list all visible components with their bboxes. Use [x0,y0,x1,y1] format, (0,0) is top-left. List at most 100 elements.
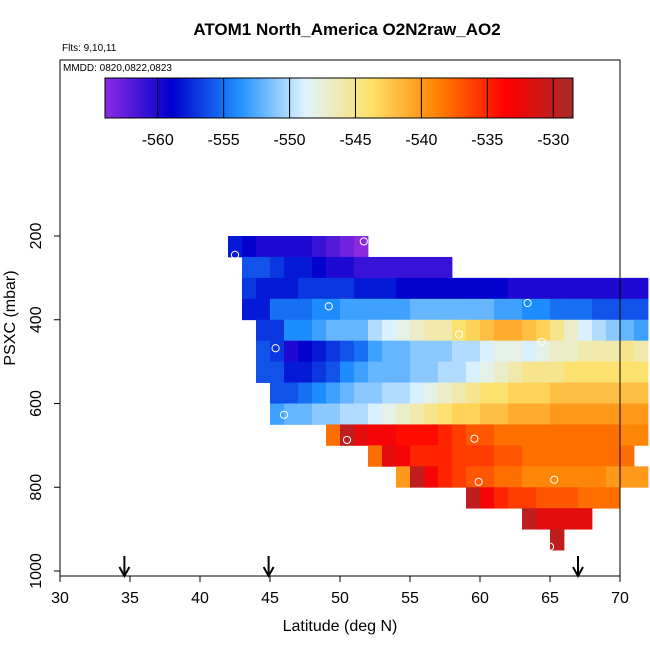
heatmap-cell [270,256,285,279]
heatmap-cell [298,277,313,300]
heatmap-cell [634,340,649,363]
heatmap-cell [550,340,565,363]
down-arrow-icon [262,556,275,579]
heatmap-cell [396,403,411,425]
heatmap-cell [312,403,327,425]
heatmap-cell [606,319,621,342]
heatmap-cell [522,277,537,300]
heatmap-cell [620,361,635,383]
heatmap-cell [550,382,565,404]
heatmap-cell [340,361,355,383]
heatmap-cell [438,466,453,488]
heatmap-cell [564,361,579,383]
x-tick-label: 70 [611,590,629,607]
heatmap-cell [312,298,327,321]
heatmap-cell [242,236,257,258]
heatmap-cell [410,340,425,363]
heatmap-cell [228,236,243,258]
heatmap-cell [564,382,579,404]
heatmap-cell [270,382,285,404]
heatmap-cell [564,298,579,321]
heatmap-cell [382,403,397,425]
heatmap-cell [410,319,425,342]
heatmap-cell [382,445,397,467]
heatmap-cell [536,403,551,425]
heatmap-cell [284,382,299,404]
heatmap-cell [368,319,383,342]
heatmap-cell [424,361,439,383]
heatmap-cell [494,487,509,509]
heatmap-cell [368,445,383,467]
heatmap-cell [340,298,355,321]
heatmap-cell [606,382,621,404]
heatmap-cell [354,424,369,446]
heatmap-cell [368,298,383,321]
heatmap-cell [410,256,425,279]
heatmap-cell [298,256,313,279]
heatmap-cell [522,445,537,467]
y-tick-label: 1000 [28,553,45,589]
sample-marker [537,337,546,347]
heatmap-cell [256,236,271,258]
heatmap-cell [396,382,411,404]
heatmap-cell [466,403,481,425]
x-tick-label: 30 [51,590,69,607]
heatmap-cell [452,277,467,300]
heatmap-cell [606,487,621,509]
heatmap-cell [368,424,383,446]
heatmap-cell [368,277,383,300]
heatmap-cell [480,277,495,300]
heatmap-cell [494,466,509,488]
sample-marker [279,410,289,419]
heatmap-cell [312,340,327,363]
heatmap-cell [550,319,565,342]
heatmap-cell [592,277,607,300]
x-tick-label: 40 [191,590,209,607]
heatmap-cell [424,466,439,488]
heatmap-cell [438,277,453,300]
heatmap-cell [326,424,341,446]
heatmap-cell [284,319,299,342]
heatmap-cell [508,361,523,383]
heatmap-cell [410,424,425,446]
heatmap-cell [480,445,495,467]
y-tick-label: 200 [28,223,45,250]
sample-marker [359,237,368,246]
heatmap-cell [438,298,453,321]
heatmap-cell [438,361,453,383]
heatmap-cell [242,277,257,300]
heatmap-cell [508,298,523,321]
heatmap-cell [326,256,341,279]
heatmap-cell [382,424,397,446]
heatmap-cell [508,466,523,488]
heatmap-cell [564,424,579,446]
heatmap-cell [396,277,411,300]
heatmap-cell [522,340,537,363]
heatmap-cell [592,319,607,342]
colorbar-tick-label: -550 [274,132,306,149]
heatmap-cell [396,361,411,383]
heatmap-cell [550,529,565,551]
heatmap-cell [508,340,523,363]
heatmap-cell [410,403,425,425]
heatmap-cell [298,361,313,383]
heatmap-cell [452,382,467,404]
heatmap-cell [326,236,341,258]
heatmap-cell [410,466,425,488]
heatmap-cell [606,403,621,425]
heatmap-cell [438,403,453,425]
heatmap-cell [466,445,481,467]
heatmap-cell [536,277,551,300]
heatmap-cell [522,487,537,509]
heatmap-cell [396,256,411,279]
heatmap-cell [270,277,285,300]
heatmap-cell [452,298,467,321]
heatmap-cell [522,361,537,383]
heatmap-cell [578,382,593,404]
x-tick-label: 35 [121,590,139,607]
sample-marker [550,475,559,484]
heatmap-cell [620,424,635,446]
heatmap-cell [578,487,593,509]
chart-title: ATOM1 North_America O2N2raw_AO2 [193,20,500,39]
heatmap-cell [536,466,551,488]
